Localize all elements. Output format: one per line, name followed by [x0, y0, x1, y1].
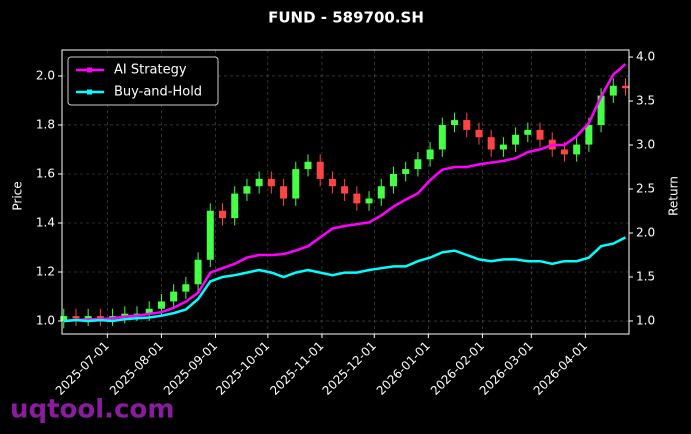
x-tick-label: 2025-07-01 — [53, 339, 112, 398]
candle-body — [316, 161, 324, 179]
y2-tick-label: 1.5 — [636, 269, 655, 283]
candle-body — [389, 173, 397, 187]
y-tick-label: 1.2 — [36, 265, 55, 279]
candle-body — [133, 313, 141, 315]
candle-body — [524, 129, 532, 135]
candle-body — [280, 186, 288, 199]
y-tick-label: 1.4 — [36, 215, 55, 229]
y-tick-label: 1.8 — [36, 117, 55, 131]
candle-body — [560, 149, 568, 155]
candle-body — [426, 149, 434, 160]
candle-body — [182, 284, 190, 292]
candle-body — [72, 316, 80, 319]
x-tick-label: 2026-01-01 — [374, 339, 433, 398]
candle-body — [157, 301, 165, 309]
y2-tick-label: 1.0 — [636, 313, 655, 327]
chart-title: FUND - 589700.SH — [268, 9, 424, 27]
x-tick-label: 2026-04-01 — [531, 339, 590, 398]
y2-tick-label: 3.0 — [636, 138, 655, 152]
y-tick-label: 1.6 — [36, 166, 55, 180]
x-tick-label: 2025-12-01 — [320, 339, 379, 398]
candle-body — [243, 186, 251, 194]
candle-body — [377, 186, 385, 199]
candle-body — [84, 316, 92, 319]
candle-body — [206, 210, 214, 260]
candle-body — [414, 159, 422, 170]
candle-body — [487, 137, 495, 150]
y-tick-label: 2.0 — [36, 68, 55, 82]
watermark: uqtool.com — [10, 395, 174, 425]
y-axis-label: Price — [11, 181, 25, 210]
candle-body — [231, 193, 239, 219]
y2-axis-label: Return — [667, 176, 681, 216]
candle-body — [463, 120, 471, 130]
candle-body — [609, 85, 617, 96]
candle-body — [121, 313, 129, 317]
candle-body — [536, 129, 544, 140]
x-tick-label: 2025-09-01 — [161, 339, 220, 398]
candle-body — [365, 198, 373, 204]
candle-body — [341, 186, 349, 194]
legend-label: Buy-and-Hold — [114, 85, 202, 100]
candle-body — [255, 178, 263, 187]
line-series — [63, 63, 627, 323]
candle-body — [219, 210, 227, 219]
candle-body — [512, 134, 520, 145]
candle-body — [194, 259, 202, 285]
candle-body — [267, 178, 275, 187]
y-tick-label: 1.0 — [36, 314, 55, 328]
candle-body — [292, 169, 300, 199]
y2-tick-label: 2.0 — [636, 225, 655, 239]
candle-body — [499, 144, 507, 150]
legend-marker — [87, 89, 92, 95]
candle-body — [622, 85, 630, 89]
legend-label: AI Strategy — [114, 63, 187, 78]
candle-body — [170, 291, 178, 302]
y2-tick-label: 2.5 — [636, 182, 655, 196]
legend-box — [67, 56, 219, 106]
candle-body — [475, 129, 483, 138]
plot-frame — [61, 49, 630, 335]
candle-body — [96, 316, 104, 319]
y2-tick-label: 4.0 — [636, 50, 655, 64]
candle-body — [304, 161, 312, 170]
candle-body — [585, 124, 593, 145]
x-tick-label: 2025-11-01 — [267, 339, 326, 398]
candle-body — [145, 308, 153, 314]
candle-body — [451, 120, 459, 125]
candle-body — [597, 95, 605, 125]
candle-body — [353, 193, 361, 204]
legend-marker — [87, 67, 92, 73]
candle-body — [438, 124, 446, 150]
candle-body — [60, 316, 68, 322]
candle-body — [328, 178, 336, 187]
x-tick-label: 2025-10-01 — [213, 339, 272, 398]
candle-body — [402, 169, 410, 174]
line-series — [63, 236, 627, 323]
legend: AI Strategy Buy-and-Hold — [67, 56, 219, 106]
y2-tick-label: 3.5 — [636, 94, 655, 108]
x-tick-label: 2025-08-01 — [107, 339, 166, 398]
candle-body — [573, 144, 581, 155]
